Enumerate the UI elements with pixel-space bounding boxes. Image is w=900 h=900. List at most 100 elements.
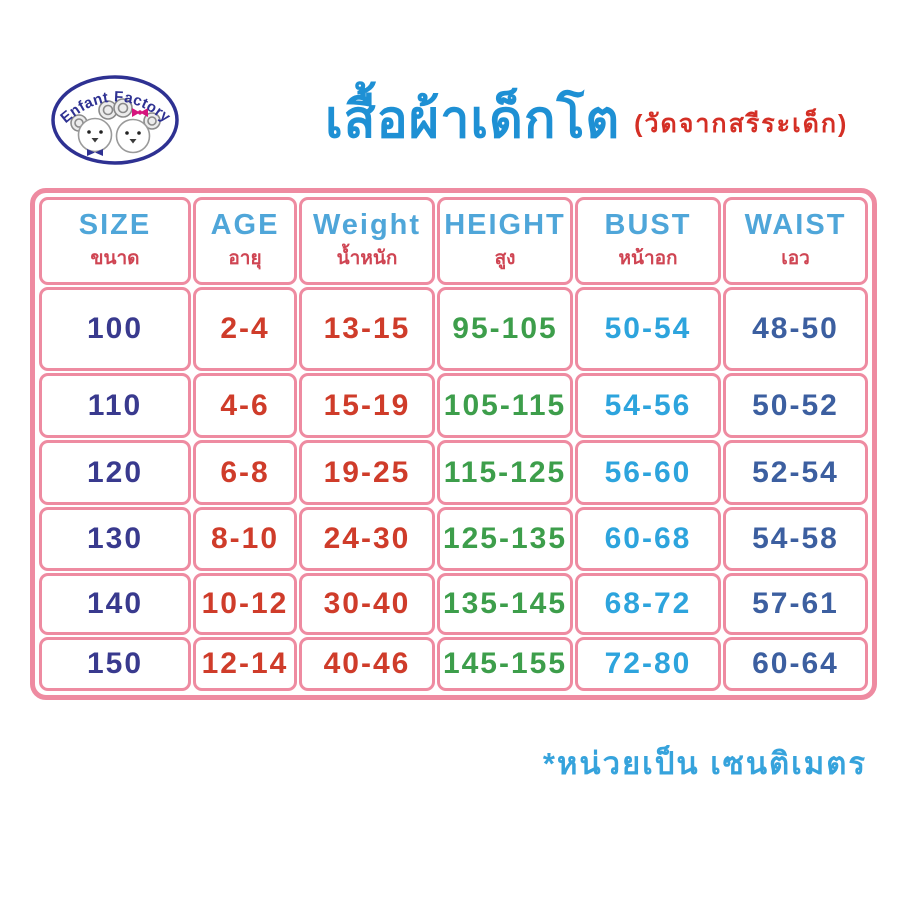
cell-value: 135-145 bbox=[442, 587, 568, 620]
column-header-size: SIZE ขนาด bbox=[39, 197, 191, 285]
cell-age: 2-4 bbox=[193, 287, 297, 371]
cell-age: 6-8 bbox=[193, 440, 297, 505]
column-header-th: ขนาด bbox=[90, 248, 140, 269]
cell-waist: 57-61 bbox=[723, 573, 868, 635]
column-header-height: HEIGHT สูง bbox=[437, 197, 573, 285]
cell-value: 125-135 bbox=[442, 522, 568, 555]
page-title: เสื้อผ้าเด็กโต bbox=[325, 91, 621, 149]
column-header-th: หน้าอก bbox=[618, 248, 678, 269]
column-header-th: อายุ bbox=[228, 248, 262, 269]
bear-boy-icon bbox=[77, 117, 113, 156]
page-heading: เสื้อผ้าเด็กโต (วัดจากสรีระเด็ก) bbox=[325, 88, 848, 153]
cell-bust: 54-56 bbox=[575, 373, 721, 438]
column-header-weight: Weight น้ำหนัก bbox=[299, 197, 435, 285]
cell-bust: 50-54 bbox=[575, 287, 721, 371]
cell-value: 19-25 bbox=[323, 455, 411, 489]
cell-value: 40-46 bbox=[323, 647, 411, 680]
cell-size: 150 bbox=[39, 637, 191, 691]
size-chart-table: SIZE ขนาด AGE อายุ Weight น้ำหนัก HEIGHT… bbox=[30, 188, 877, 700]
cell-age: 4-6 bbox=[193, 373, 297, 438]
column-header-en: WAIST bbox=[744, 209, 847, 241]
cell-waist: 52-54 bbox=[723, 440, 868, 505]
cell-weight: 40-46 bbox=[299, 637, 435, 691]
cell-value: 48-50 bbox=[752, 312, 839, 345]
column-header-th: เอว bbox=[781, 248, 810, 269]
cell-weight: 15-19 bbox=[299, 373, 435, 438]
cell-value: 10-12 bbox=[201, 587, 289, 620]
cell-value: 105-115 bbox=[443, 388, 567, 422]
cell-value: 130 bbox=[86, 522, 144, 555]
cell-value: 72-80 bbox=[604, 647, 692, 680]
cell-weight: 19-25 bbox=[299, 440, 435, 505]
cell-waist: 54-58 bbox=[723, 507, 868, 571]
cell-waist: 60-64 bbox=[723, 637, 868, 691]
cell-value: 54-58 bbox=[752, 522, 839, 555]
cell-value: 6-8 bbox=[220, 455, 270, 489]
cell-size: 140 bbox=[39, 573, 191, 635]
page-subtitle: (วัดจากสรีระเด็ก) bbox=[634, 110, 849, 138]
cell-age: 10-12 bbox=[193, 573, 297, 635]
cell-value: 115-125 bbox=[443, 455, 567, 489]
cell-size: 130 bbox=[39, 507, 191, 571]
cell-weight: 30-40 bbox=[299, 573, 435, 635]
column-header-th: สูง bbox=[494, 248, 516, 269]
cell-value: 60-68 bbox=[604, 522, 692, 555]
cell-value: 4-6 bbox=[220, 388, 270, 422]
cell-value: 24-30 bbox=[323, 522, 411, 555]
logo-graphic: Enfant Factory bbox=[51, 75, 179, 165]
bear-girl-icon bbox=[115, 108, 151, 154]
cell-waist: 48-50 bbox=[723, 287, 868, 371]
cell-height: 145-155 bbox=[437, 637, 573, 691]
cell-height: 135-145 bbox=[437, 573, 573, 635]
column-header-en: AGE bbox=[210, 209, 280, 241]
units-note: *หน่วยเป็น เซนติเมตร bbox=[542, 746, 867, 781]
cell-value: 56-60 bbox=[604, 455, 692, 489]
cell-age: 8-10 bbox=[193, 507, 297, 571]
cell-size: 120 bbox=[39, 440, 191, 505]
cell-value: 120 bbox=[86, 455, 144, 489]
cell-value: 95-105 bbox=[452, 312, 558, 345]
cell-value: 12-14 bbox=[201, 647, 289, 680]
cell-height: 115-125 bbox=[437, 440, 573, 505]
cell-size: 110 bbox=[39, 373, 191, 438]
cell-height: 95-105 bbox=[437, 287, 573, 371]
cell-bust: 72-80 bbox=[575, 637, 721, 691]
column-header-th: น้ำหนัก bbox=[336, 248, 398, 269]
cell-value: 110 bbox=[87, 388, 143, 422]
column-header-waist: WAIST เอว bbox=[723, 197, 868, 285]
column-header-en: HEIGHT bbox=[444, 209, 566, 241]
cell-value: 60-64 bbox=[752, 647, 839, 680]
cell-weight: 24-30 bbox=[299, 507, 435, 571]
enfant-factory-logo: Enfant Factory bbox=[48, 70, 182, 168]
column-header-age: AGE อายุ bbox=[193, 197, 297, 285]
cell-age: 12-14 bbox=[193, 637, 297, 691]
column-header-en: Weight bbox=[312, 209, 422, 241]
cell-value: 140 bbox=[86, 587, 144, 620]
cell-value: 100 bbox=[86, 312, 144, 345]
cell-weight: 13-15 bbox=[299, 287, 435, 371]
cell-value: 50-52 bbox=[752, 388, 839, 422]
cell-value: 54-56 bbox=[604, 388, 692, 422]
cell-value: 150 bbox=[86, 647, 144, 680]
cell-value: 145-155 bbox=[442, 647, 568, 680]
column-header-bust: BUST หน้าอก bbox=[575, 197, 721, 285]
cell-value: 57-61 bbox=[752, 587, 839, 620]
cell-height: 105-115 bbox=[437, 373, 573, 438]
cell-waist: 50-52 bbox=[723, 373, 868, 438]
cell-value: 15-19 bbox=[323, 388, 411, 422]
cell-value: 52-54 bbox=[752, 455, 839, 489]
cell-value: 8-10 bbox=[210, 522, 280, 555]
column-header-en: BUST bbox=[604, 209, 692, 241]
cell-bust: 56-60 bbox=[575, 440, 721, 505]
cell-value: 13-15 bbox=[323, 312, 411, 345]
cell-value: 30-40 bbox=[323, 587, 411, 620]
cell-bust: 60-68 bbox=[575, 507, 721, 571]
column-header-en: SIZE bbox=[78, 209, 152, 241]
cell-value: 2-4 bbox=[220, 312, 270, 345]
cell-height: 125-135 bbox=[437, 507, 573, 571]
cell-value: 50-54 bbox=[604, 312, 692, 345]
bow-tie-icon bbox=[87, 149, 95, 156]
hair-bow-icon bbox=[132, 108, 148, 117]
cell-size: 100 bbox=[39, 287, 191, 371]
cell-value: 68-72 bbox=[604, 587, 692, 620]
